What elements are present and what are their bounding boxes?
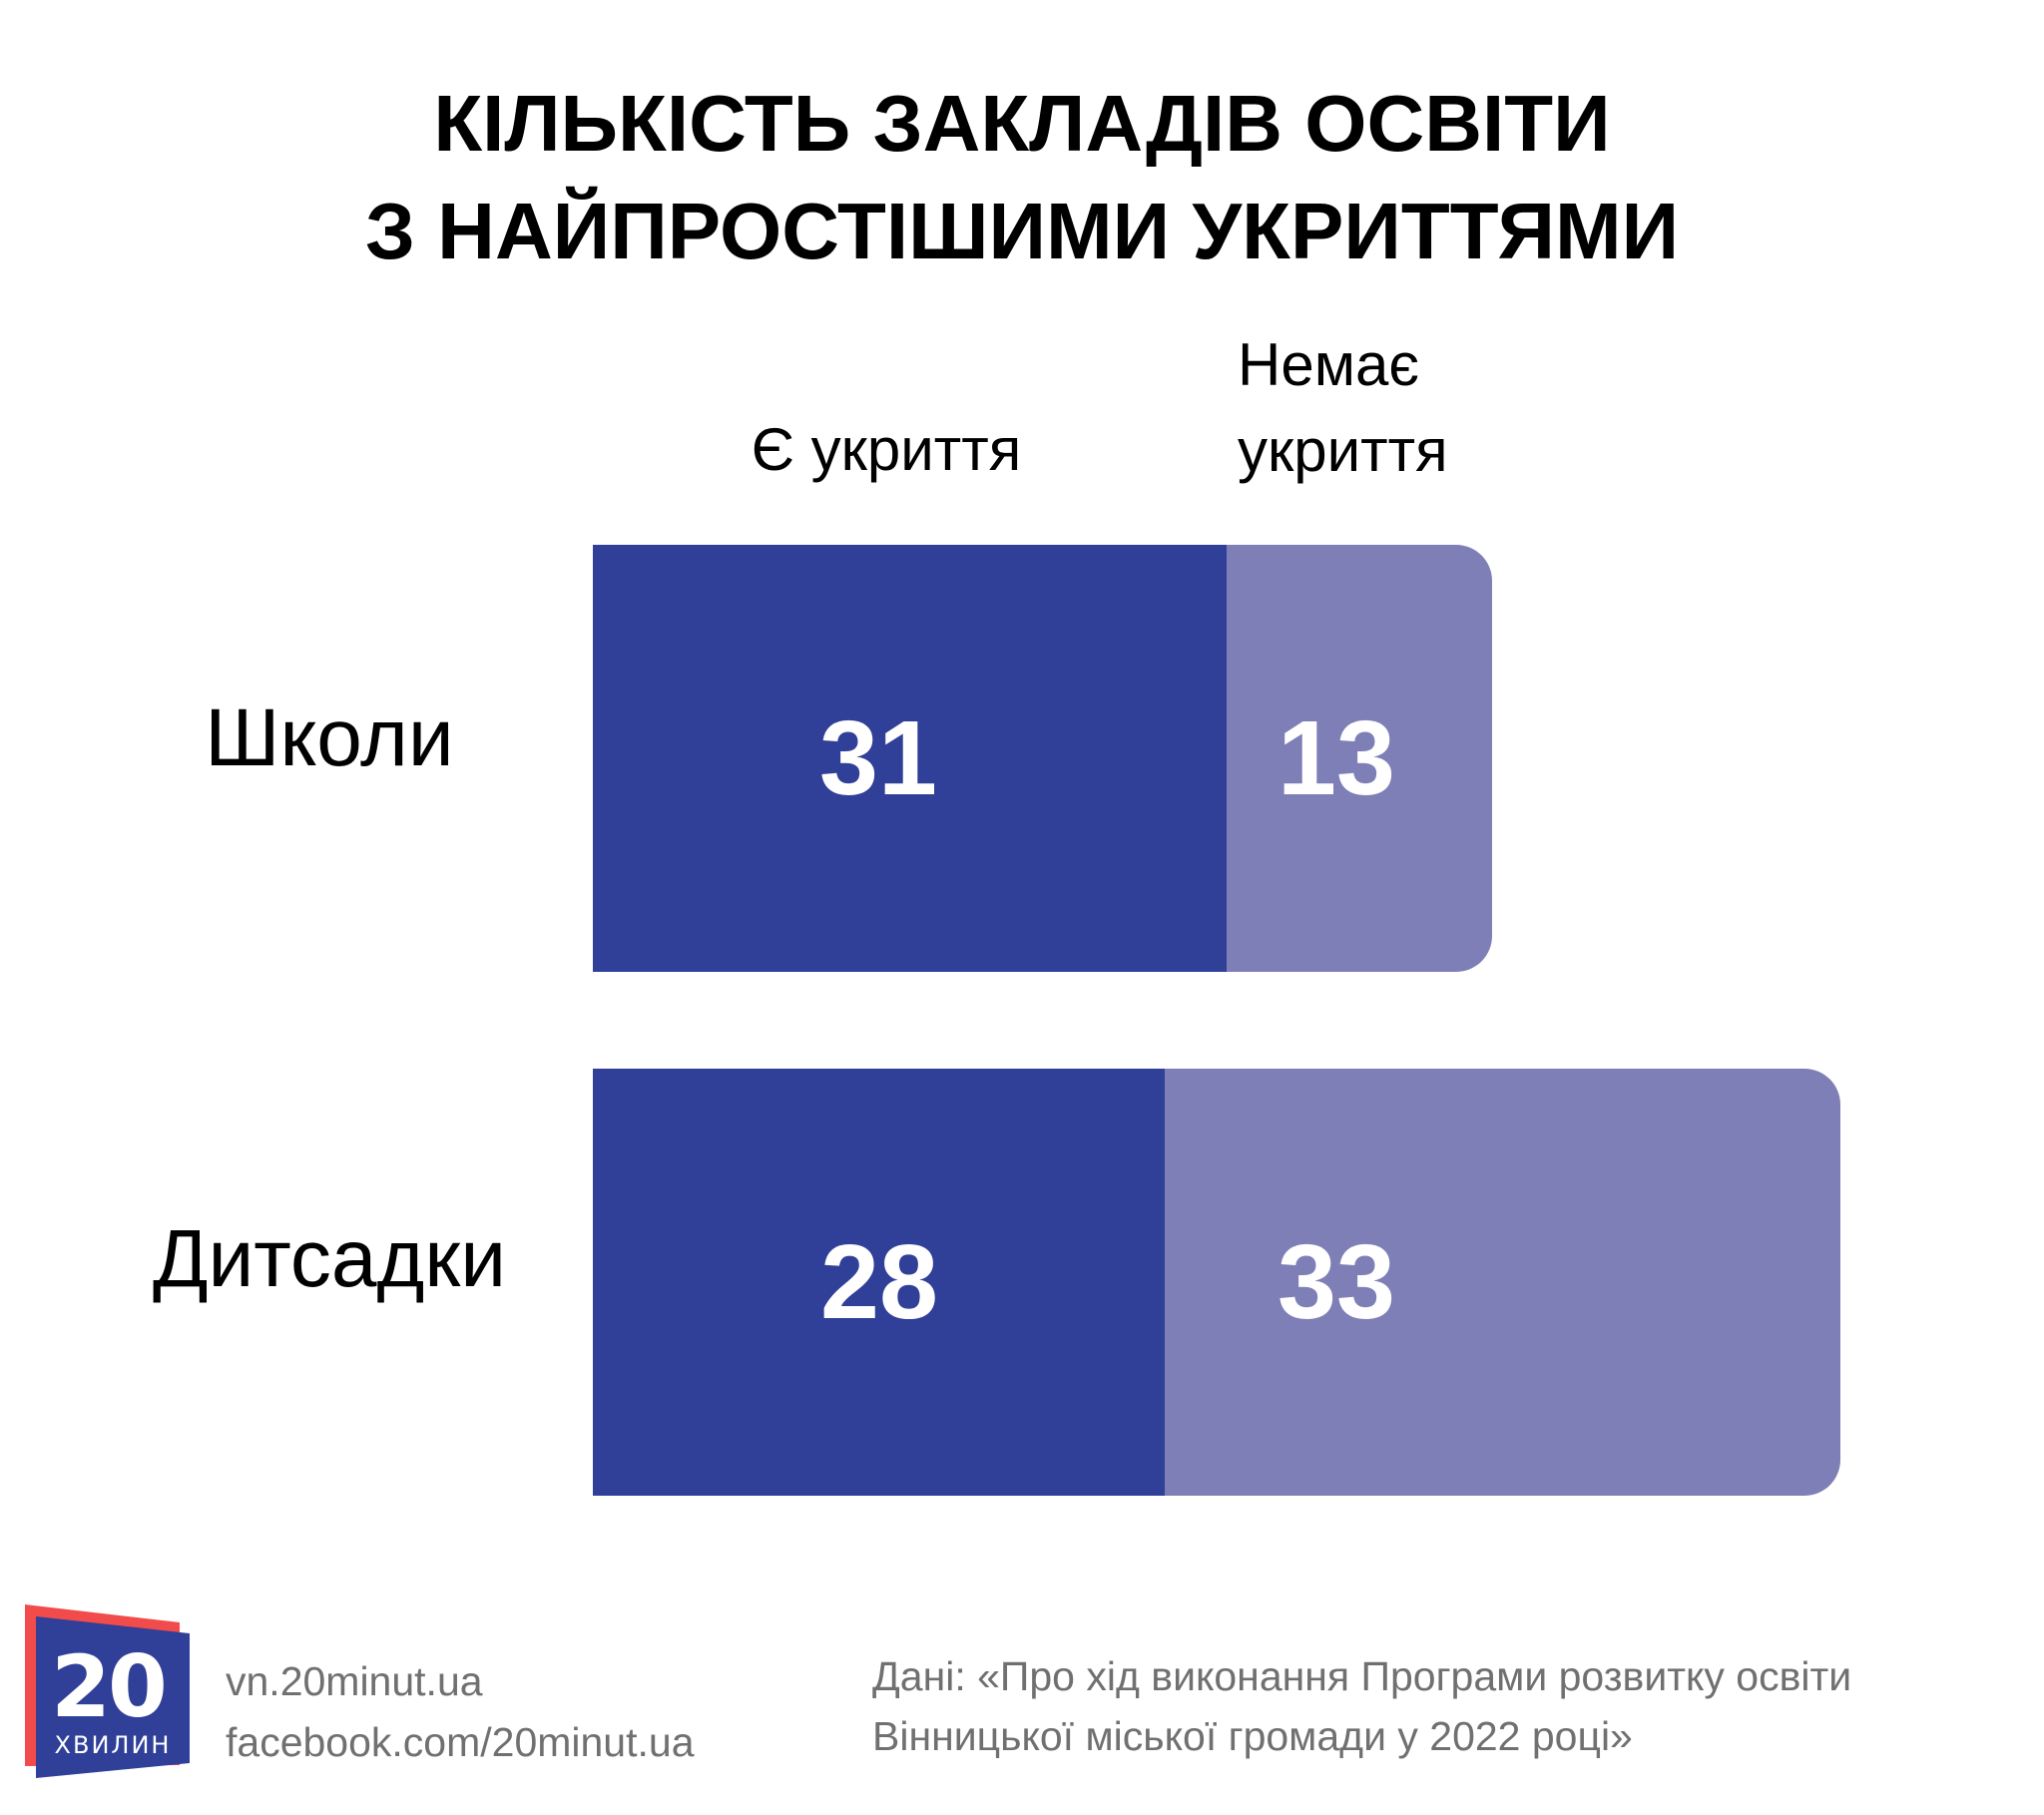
- site-link[interactable]: vn.20minut.ua: [226, 1658, 483, 1704]
- source-note-line-2: Вінницької міської громади у 2022 році»: [872, 1713, 1633, 1759]
- legend-has-shelter: Є укриття: [751, 416, 1022, 483]
- value-label: 31: [819, 699, 937, 817]
- legend-no-shelter: Немає укриття: [1238, 322, 1448, 494]
- chart-title-line-2: З НАЙПРОСТІШИМИ УКРИТТЯМИ: [364, 187, 1680, 275]
- chart-title: КІЛЬКІСТЬ ЗАКЛАДІВ ОСВІТИ З НАЙПРОСТІШИМ…: [0, 70, 2044, 285]
- bar-segment-kindergartens-has-shelter: 28: [593, 1069, 1165, 1496]
- value-label: 33: [1278, 1223, 1395, 1341]
- bar-kindergartens: 28 33: [593, 1069, 1840, 1496]
- chart-title-line-1: КІЛЬКІСТЬ ЗАКЛАДІВ ОСВІТИ: [433, 79, 1611, 168]
- facebook-link[interactable]: facebook.com/20minut.ua: [226, 1719, 695, 1765]
- legend-no-shelter-line-1: Немає: [1238, 331, 1419, 398]
- source-note: Дані: «Про хід виконання Програми розвит…: [872, 1646, 1851, 1766]
- svg-text:20: 20: [51, 1637, 165, 1737]
- bar-segment-kindergartens-no-shelter: 33: [1165, 1069, 1840, 1496]
- brand-logo: 20 ХВИЛИН: [20, 1600, 200, 1785]
- bar-segment-schools-no-shelter: 13: [1227, 545, 1492, 972]
- legend-no-shelter-line-2: укриття: [1238, 417, 1448, 484]
- 20-khvylyn-logo-icon: 20 ХВИЛИН: [25, 1604, 190, 1778]
- value-label: 28: [820, 1223, 938, 1341]
- bar-schools: 31 13: [593, 545, 1492, 972]
- value-label: 13: [1278, 699, 1395, 817]
- category-label-schools: Школи: [205, 692, 454, 783]
- bar-segment-schools-has-shelter: 31: [593, 545, 1227, 972]
- source-note-line-1: Дані: «Про хід виконання Програми розвит…: [872, 1653, 1852, 1699]
- svg-text:ХВИЛИН: ХВИЛИН: [55, 1731, 172, 1759]
- category-label-kindergartens: Дитсадки: [152, 1213, 507, 1304]
